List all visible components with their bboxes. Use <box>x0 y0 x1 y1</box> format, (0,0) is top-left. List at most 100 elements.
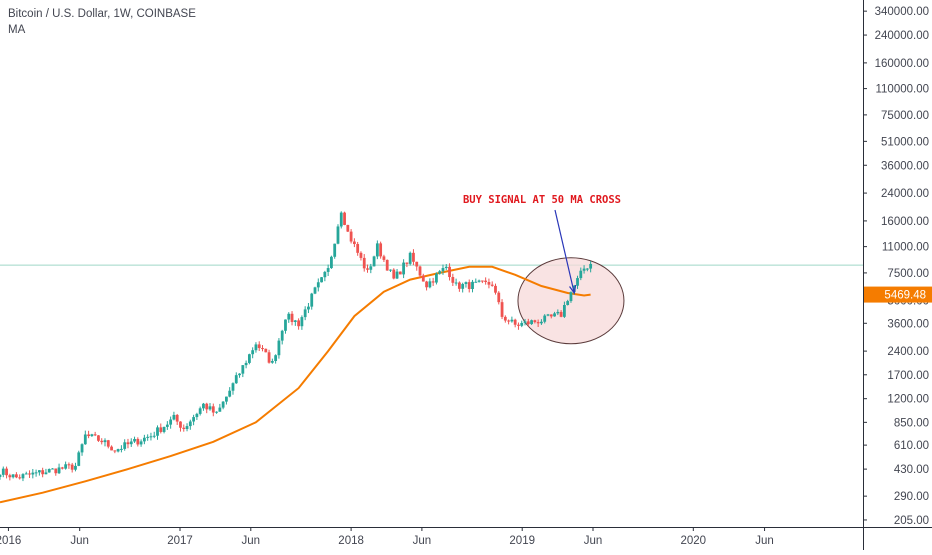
candle-body <box>146 436 150 438</box>
candle-body <box>412 252 415 262</box>
candle-body <box>172 414 176 420</box>
candle-body <box>77 452 81 466</box>
candle-body <box>106 440 110 447</box>
candle-body <box>8 475 12 478</box>
candle-body <box>526 321 530 325</box>
x-tick-label: Jun <box>413 535 432 547</box>
y-tick-label: 36000.00 <box>881 160 929 172</box>
candle-body <box>500 302 504 317</box>
candle-body <box>28 473 31 475</box>
candle-body <box>24 473 28 475</box>
candle-body <box>139 441 143 445</box>
candle-body <box>425 281 428 288</box>
candle-body <box>477 280 481 282</box>
candle-body <box>379 243 383 257</box>
candle-body <box>238 373 241 376</box>
candle-body <box>90 434 94 437</box>
candle-body <box>428 281 432 288</box>
candle-body <box>366 268 369 270</box>
candle-body <box>70 464 74 470</box>
candle-body <box>398 271 402 275</box>
x-tick-label: 2017 <box>167 535 193 547</box>
candle-body <box>382 256 386 260</box>
candle-body <box>467 282 471 289</box>
candle-body <box>533 320 537 323</box>
y-tick-label: 850.00 <box>894 417 929 429</box>
current-price-badge <box>864 286 932 303</box>
candle-body <box>182 427 186 430</box>
candle-body <box>369 266 373 270</box>
candle-body <box>313 287 317 294</box>
x-tick-label: Jun <box>755 535 774 547</box>
candle-body <box>247 354 251 363</box>
candle-body <box>517 324 520 326</box>
candle-body <box>57 467 61 474</box>
candle-body <box>576 278 579 286</box>
y-tick-label: 340000.00 <box>875 6 929 18</box>
annotation-arrowhead <box>569 284 577 295</box>
candle-body <box>536 322 540 324</box>
candle-body <box>441 268 445 272</box>
candle-body <box>274 355 278 361</box>
y-tick-label: 51000.00 <box>881 136 929 148</box>
candle-body <box>64 464 68 469</box>
candle-body <box>169 419 173 425</box>
candle-body <box>31 472 35 475</box>
candle-body <box>198 408 202 414</box>
candle-body <box>389 269 392 271</box>
candle-body <box>471 281 474 289</box>
candle-body <box>225 396 228 402</box>
candle-body <box>343 212 346 225</box>
candle-body <box>290 313 294 322</box>
candle-body <box>352 241 356 245</box>
candle-body <box>333 243 337 257</box>
candle-body <box>228 390 232 397</box>
candle-body <box>133 438 136 442</box>
candle-body <box>461 284 465 289</box>
legend-title: Bitcoin / U.S. Dollar, 1W, COINBASE <box>8 8 196 20</box>
candle-body <box>487 282 491 285</box>
y-tick-label: 1200.00 <box>887 394 929 406</box>
candle-body <box>474 281 478 283</box>
candle-body <box>152 435 156 437</box>
candle-body <box>18 477 22 479</box>
y-tick-label: 24000.00 <box>881 188 929 200</box>
candle-body <box>543 315 547 322</box>
x-tick-label: 2019 <box>509 535 535 547</box>
candle-body <box>320 277 323 283</box>
candle-body <box>385 259 389 271</box>
candle-body <box>310 293 314 307</box>
candle-body <box>448 266 451 278</box>
candle-body <box>503 316 507 321</box>
candle-body <box>303 309 307 318</box>
candle-body <box>572 285 576 293</box>
candle-body <box>464 282 468 285</box>
current-price-label: 5469.48 <box>884 290 926 302</box>
candle-body <box>359 252 363 258</box>
candle-body <box>480 280 484 282</box>
candle-body <box>156 427 159 436</box>
candle-body <box>159 427 163 432</box>
candle-body <box>218 407 222 412</box>
candle-body <box>444 266 448 269</box>
y-tick-label: 75000.00 <box>881 110 929 122</box>
x-tick-label: 2018 <box>338 535 364 547</box>
y-tick-label: 160000.00 <box>875 58 929 70</box>
candle-body <box>372 256 376 267</box>
candle-body <box>54 468 58 474</box>
candle-body <box>408 252 412 264</box>
candle-body <box>349 231 353 242</box>
candle-body <box>293 320 297 322</box>
candle-body <box>490 284 494 286</box>
x-tick-label: 2016 <box>0 535 21 547</box>
candle-body <box>513 319 517 325</box>
y-tick-label: 110000.00 <box>875 84 929 96</box>
candle-body <box>221 401 225 408</box>
candle-body <box>484 280 488 283</box>
candle-body <box>356 244 360 253</box>
candle-body <box>316 282 320 288</box>
candle-body <box>277 340 281 356</box>
x-tick-label: Jun <box>242 535 261 547</box>
